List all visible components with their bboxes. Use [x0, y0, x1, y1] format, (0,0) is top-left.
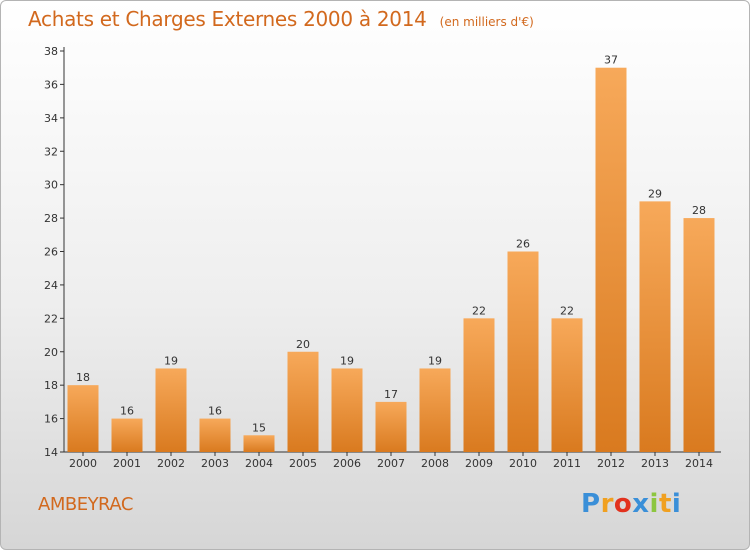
- y-tick-label: 28: [44, 212, 58, 225]
- logo-letter: x: [632, 489, 650, 519]
- bar-value-label: 15: [252, 421, 266, 434]
- x-tick-label: 2013: [641, 457, 669, 470]
- y-tick-label: 34: [44, 112, 58, 125]
- bar-value-label: 19: [340, 354, 354, 367]
- bar: [419, 368, 451, 452]
- x-tick-label: 2014: [685, 457, 713, 470]
- y-tick-label: 36: [44, 78, 58, 91]
- bar: [375, 401, 407, 452]
- logo-letter: i: [649, 489, 659, 519]
- chart-subtitle: (en milliers d'€): [439, 15, 534, 29]
- y-tick-label: 38: [44, 45, 58, 58]
- bar: [507, 251, 539, 452]
- x-tick-label: 2007: [377, 457, 405, 470]
- y-tick-label: 24: [44, 279, 58, 292]
- x-tick-label: 2004: [245, 457, 273, 470]
- bar-value-label: 16: [208, 405, 222, 418]
- x-tick-label: 2008: [421, 457, 449, 470]
- chart-title: Achats et Charges Externes 2000 à 2014: [28, 7, 427, 31]
- bar: [639, 201, 671, 452]
- bar-value-label: 37: [604, 54, 618, 67]
- x-tick-label: 2001: [113, 457, 141, 470]
- x-tick-label: 2010: [509, 457, 537, 470]
- logo-letter: P: [581, 489, 601, 519]
- bar-value-label: 19: [164, 354, 178, 367]
- bar: [287, 351, 319, 452]
- bar-value-label: 17: [384, 388, 398, 401]
- bar-value-label: 18: [76, 371, 90, 384]
- bar-value-label: 28: [692, 204, 706, 217]
- x-tick-label: 2003: [201, 457, 229, 470]
- x-tick-label: 2006: [333, 457, 361, 470]
- y-tick-label: 26: [44, 246, 58, 259]
- title-row: Achats et Charges Externes 2000 à 2014 (…: [28, 7, 534, 31]
- y-tick-label: 20: [44, 346, 58, 359]
- logo-letter: r: [600, 489, 614, 519]
- bar: [331, 368, 363, 452]
- x-tick-label: 2000: [69, 457, 97, 470]
- bar: [463, 318, 495, 452]
- logo-letter: t: [658, 489, 672, 519]
- bar: [111, 418, 143, 452]
- bar-value-label: 19: [428, 354, 442, 367]
- bar: [683, 218, 715, 452]
- bar-value-label: 22: [560, 304, 574, 317]
- bar: [551, 318, 583, 452]
- y-tick-label: 14: [44, 446, 58, 459]
- x-tick-label: 2012: [597, 457, 625, 470]
- x-tick-label: 2005: [289, 457, 317, 470]
- bar-value-label: 20: [296, 338, 310, 351]
- bar: [199, 418, 231, 452]
- y-tick-label: 22: [44, 312, 58, 325]
- bar: [595, 67, 627, 452]
- logo-letter: i: [671, 489, 682, 519]
- y-tick-label: 32: [44, 145, 58, 158]
- x-tick-label: 2009: [465, 457, 493, 470]
- commune-name: AMBEYRAC: [38, 494, 133, 515]
- y-tick-label: 18: [44, 379, 58, 392]
- bar: [155, 368, 187, 452]
- bar: [243, 435, 275, 452]
- y-tick-label: 16: [44, 413, 58, 426]
- bar: [67, 385, 99, 452]
- bar-value-label: 29: [648, 187, 662, 200]
- bar-value-label: 22: [472, 304, 486, 317]
- x-tick-label: 2011: [553, 457, 581, 470]
- bar-value-label: 26: [516, 238, 530, 251]
- bar-value-label: 16: [120, 405, 134, 418]
- y-tick-label: 30: [44, 179, 58, 192]
- x-tick-label: 2002: [157, 457, 185, 470]
- proxiti-logo: Proxiti: [581, 489, 681, 519]
- logo-letter: o: [613, 489, 633, 519]
